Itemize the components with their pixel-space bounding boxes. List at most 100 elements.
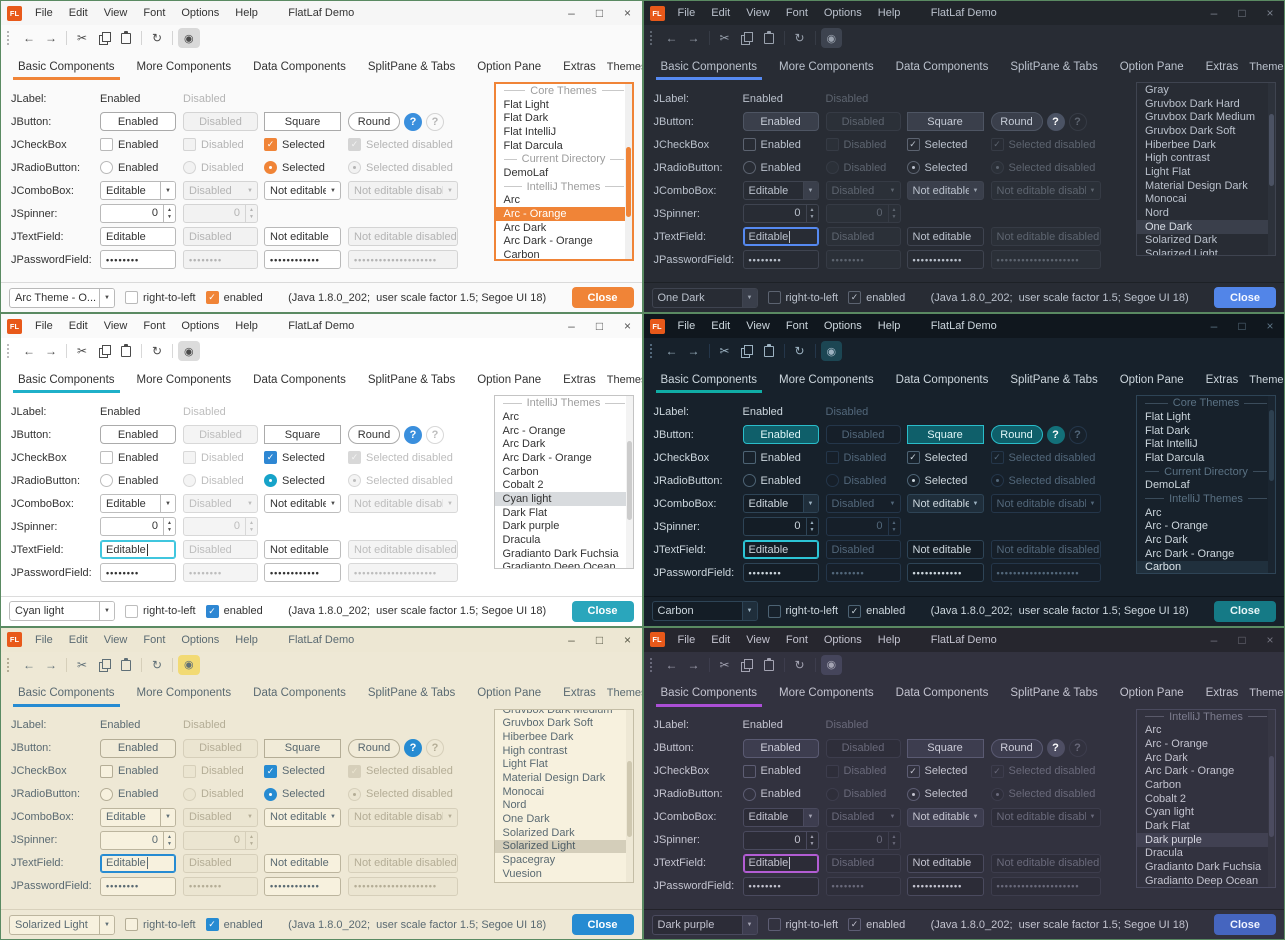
tab[interactable]: Data Components <box>895 60 989 73</box>
maximize-icon[interactable]: □ <box>1238 6 1246 20</box>
close-window-icon[interactable]: × <box>1266 6 1274 20</box>
spinner-arrows-icon[interactable]: ▲ ▼ <box>163 831 175 849</box>
minimize-icon[interactable]: – <box>1210 6 1218 20</box>
enabled-checkbox[interactable]: enabled <box>205 918 263 931</box>
copy-icon[interactable] <box>737 655 757 675</box>
maximize-icon[interactable]: □ <box>595 6 604 20</box>
checkbox-enabled[interactable]: Enabled <box>742 764 826 778</box>
textfield-not-editable[interactable]: Not editable <box>906 853 984 873</box>
radio-enabled[interactable]: Enabled <box>100 474 183 488</box>
theme-list-item[interactable]: Nord <box>495 798 633 812</box>
right-to-left-checkbox[interactable]: right-to-left <box>767 604 838 618</box>
close-window-icon[interactable]: × <box>623 319 631 334</box>
tab[interactable]: Option Pane <box>477 373 542 386</box>
theme-list-item[interactable]: Cobalt 2 <box>1137 792 1275 806</box>
toolbar-grip-icon[interactable] <box>649 344 655 359</box>
menu-item[interactable]: Options <box>823 7 862 19</box>
menu-item[interactable]: Edit <box>68 320 88 333</box>
theme-list-item-selected[interactable]: Arc - Orange <box>495 207 632 221</box>
spinner[interactable]: 0 ▲ ▼ <box>100 830 176 850</box>
theme-list-item[interactable]: Gruvbox Dark Medium <box>495 710 633 717</box>
spinner[interactable]: 0 ▲ ▼ <box>742 517 819 537</box>
tab[interactable]: Data Components <box>895 687 989 700</box>
checkbox-selected[interactable]: Selected <box>906 451 991 465</box>
theme-list-item[interactable]: Gradianto Dark Fuchsia <box>1137 860 1275 874</box>
round-button[interactable]: Round <box>990 112 1043 131</box>
tab[interactable]: SplitPane & Tabs <box>367 687 456 700</box>
tab[interactable]: Option Pane <box>477 687 542 700</box>
theme-list-item[interactable]: Gruvbox Dark Soft <box>495 716 633 730</box>
eye-toggle-icon[interactable]: ◉ <box>178 341 200 362</box>
theme-list-item[interactable]: Cobalt 2 <box>495 478 633 492</box>
spinner-arrows-icon[interactable]: ▲ ▼ <box>805 205 818 222</box>
forward-icon[interactable]: → <box>687 657 700 672</box>
forward-icon[interactable]: → <box>45 31 57 45</box>
round-button[interactable]: Round <box>990 425 1043 445</box>
help-button[interactable]: ? <box>1046 425 1065 444</box>
combobox-editable[interactable]: Editable ▼ <box>742 494 819 514</box>
combobox-editable[interactable]: Editable ▼ <box>100 494 176 514</box>
theme-list-item-selected[interactable]: One Dark <box>1137 219 1275 234</box>
scrollbar-thumb[interactable] <box>1269 113 1274 187</box>
theme-list-item[interactable]: Spacegray <box>495 853 633 867</box>
menu-item[interactable]: View <box>746 320 770 333</box>
checkbox-enabled[interactable]: Enabled <box>100 764 183 778</box>
square-button[interactable]: Square <box>906 425 984 445</box>
minimize-icon[interactable]: – <box>568 632 575 647</box>
right-to-left-checkbox[interactable]: right-to-left <box>767 918 838 931</box>
enabled-button[interactable]: Enabled <box>100 425 176 445</box>
radio-enabled[interactable]: Enabled <box>742 474 826 488</box>
help-button[interactable]: ? <box>1046 112 1065 131</box>
round-button[interactable]: Round <box>348 112 400 131</box>
textfield-not-editable[interactable]: Not editable <box>906 540 984 560</box>
tab[interactable]: Data Components <box>253 373 346 386</box>
combobox-not-editable[interactable]: Not editable ▼ <box>264 807 341 827</box>
themes-list-scrollbar[interactable] <box>624 84 632 259</box>
tab[interactable]: Extras <box>563 373 596 386</box>
menu-item[interactable]: File <box>677 7 696 19</box>
combobox-editable[interactable]: Editable ▼ <box>742 181 819 200</box>
radio-selected[interactable]: Selected <box>906 161 991 174</box>
scrollbar-thumb[interactable] <box>1269 755 1274 838</box>
eye-toggle-icon[interactable]: ◉ <box>178 28 200 48</box>
passwordfield-not-editable[interactable]: •••••••••••• <box>906 563 984 583</box>
close-button[interactable]: Close <box>1214 600 1276 622</box>
close-window-icon[interactable]: × <box>623 6 631 20</box>
checkbox-selected[interactable]: Selected <box>264 138 348 151</box>
enabled-button[interactable]: Enabled <box>742 738 819 758</box>
theme-list-item[interactable]: Gruvbox Dark Soft <box>1137 124 1275 138</box>
spinner[interactable]: 0 ▲ ▼ <box>742 204 819 223</box>
combobox-not-editable[interactable]: Not editable ▼ <box>906 494 984 514</box>
menu-item[interactable]: File <box>35 633 53 646</box>
tab[interactable]: SplitPane & Tabs <box>1010 60 1098 73</box>
back-icon[interactable]: ← <box>23 657 35 672</box>
theme-list-item[interactable]: Arc Dark <box>496 221 632 235</box>
theme-list-item[interactable]: Dracula <box>495 533 633 547</box>
passwordfield-not-editable[interactable]: •••••••••••• <box>264 250 341 269</box>
copy-icon[interactable] <box>94 28 114 48</box>
theme-list-item[interactable]: DemoLaf <box>1137 478 1275 492</box>
tab[interactable]: Option Pane <box>1119 373 1184 386</box>
theme-list-item[interactable]: Monocai <box>1137 193 1275 207</box>
theme-list-item[interactable]: Gradianto Deep Ocean <box>495 561 633 568</box>
tab[interactable]: More Components <box>136 687 232 700</box>
minimize-icon[interactable]: – <box>1210 632 1218 647</box>
eye-toggle-icon[interactable]: ◉ <box>820 341 843 362</box>
theme-select-combo[interactable]: Dark purple ▼ <box>651 914 758 935</box>
radio-selected[interactable]: Selected <box>264 161 348 174</box>
menu-item[interactable]: Options <box>181 633 220 646</box>
combobox-editable[interactable]: Editable ▼ <box>742 807 819 827</box>
radio-enabled[interactable]: Enabled <box>742 161 826 174</box>
theme-list-item[interactable]: Arc Dark - Orange <box>1137 764 1275 778</box>
copy-icon[interactable] <box>737 341 757 361</box>
enabled-checkbox[interactable]: enabled <box>848 604 905 618</box>
cut-icon[interactable]: ✂ <box>719 657 730 672</box>
theme-list-item[interactable]: Gruvbox Dark Medium <box>1137 110 1275 124</box>
tab[interactable]: Data Components <box>895 373 989 386</box>
theme-list-item[interactable]: Arc Dark - Orange <box>496 235 632 249</box>
combobox-editable[interactable]: Editable ▼ <box>100 181 176 200</box>
theme-list-item[interactable]: Flat Dark <box>496 111 632 125</box>
theme-list-item[interactable]: Gradianto Dark Fuchsia <box>495 547 633 561</box>
help-button[interactable]: ? <box>404 112 422 131</box>
scrollbar-thumb[interactable] <box>626 441 632 521</box>
